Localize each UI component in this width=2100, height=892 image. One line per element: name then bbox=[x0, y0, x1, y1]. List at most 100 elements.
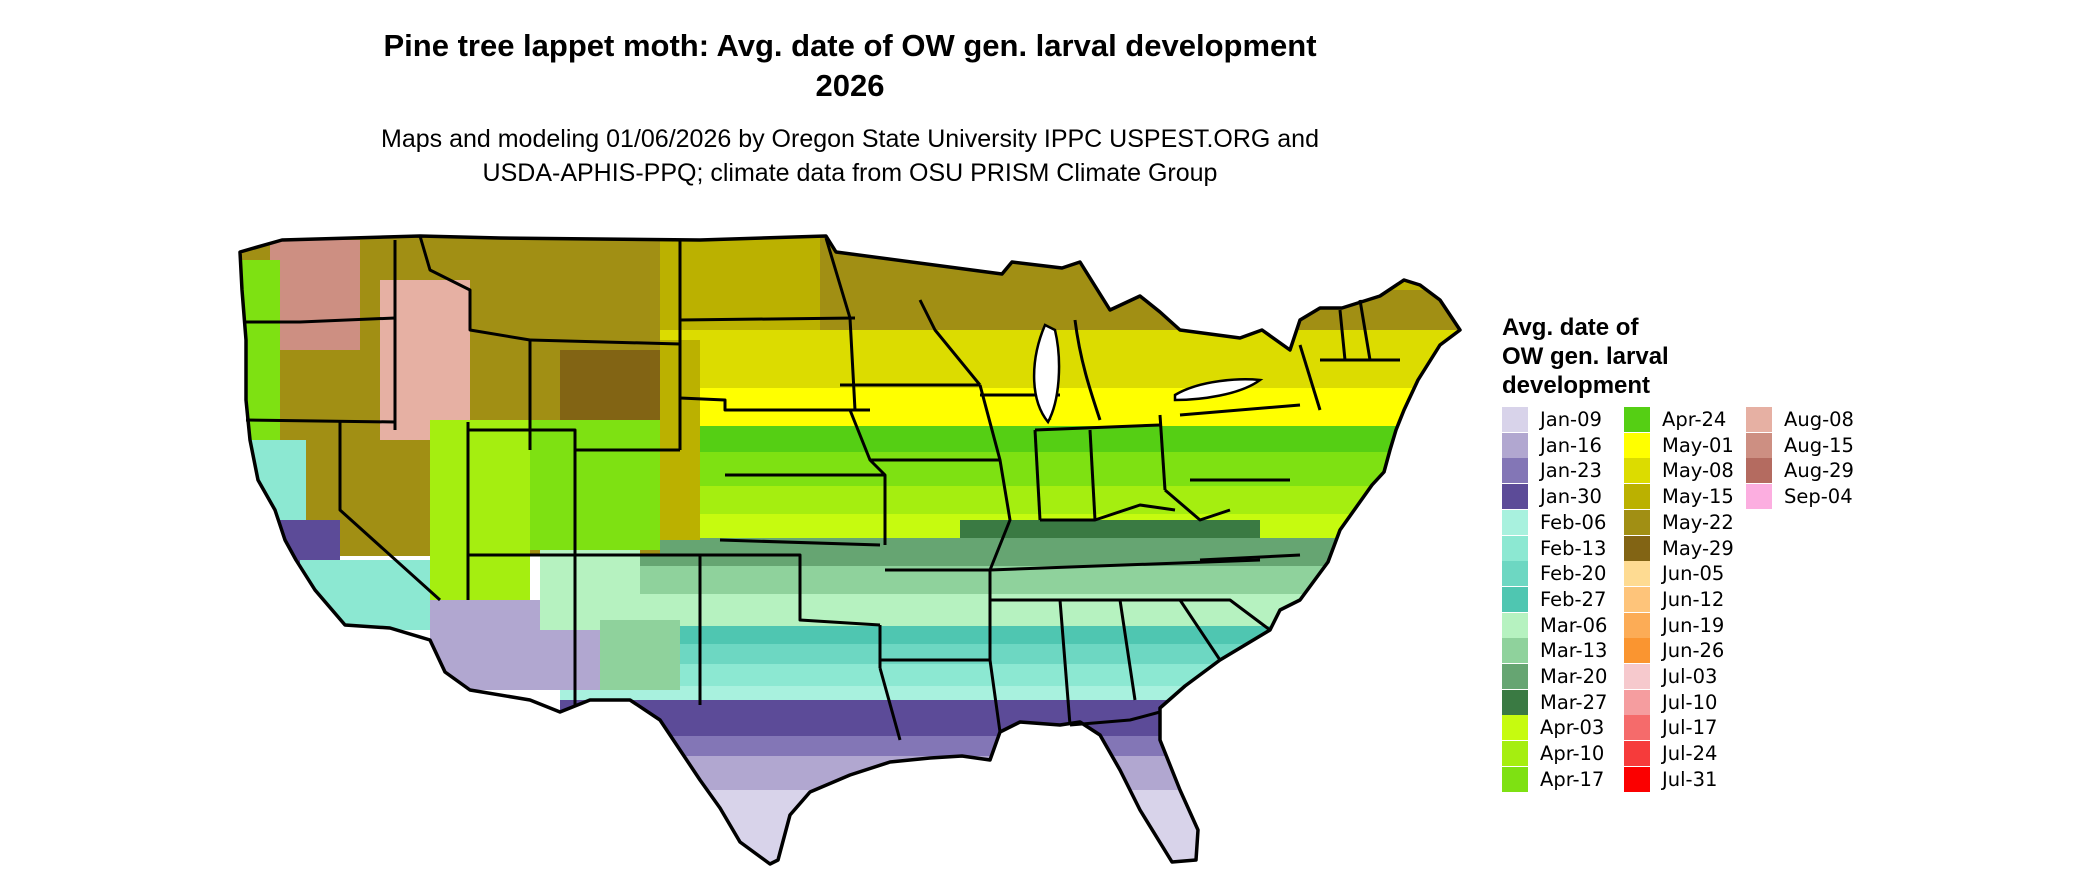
legend-label: Jan-09 bbox=[1540, 408, 1602, 431]
legend-swatch bbox=[1624, 689, 1650, 715]
legend-item: Jun-19 bbox=[1624, 612, 1725, 638]
legend-label: Apr-10 bbox=[1540, 742, 1605, 766]
legend-item: Jun-05 bbox=[1624, 561, 1725, 587]
legend-swatch bbox=[1624, 484, 1650, 510]
legend-item: Jan-16 bbox=[1502, 432, 1602, 458]
map-subtitle: Maps and modeling 01/06/2026 by Oregon S… bbox=[260, 122, 1440, 190]
legend-label: Mar-06 bbox=[1540, 613, 1608, 637]
legend-swatch bbox=[1502, 715, 1528, 741]
legend-item: Jun-12 bbox=[1624, 586, 1724, 612]
legend-label: Apr-17 bbox=[1540, 767, 1605, 791]
legend-swatch bbox=[1746, 432, 1772, 458]
legend-item: Aug-08 bbox=[1746, 407, 1854, 432]
legend-item: Jan-09 bbox=[1502, 407, 1602, 432]
legend-swatch bbox=[1502, 664, 1528, 689]
legend-label: May-08 bbox=[1662, 459, 1734, 483]
legend-swatch bbox=[1624, 741, 1650, 767]
legend-swatch bbox=[1502, 638, 1528, 664]
map-title-block: Pine tree lappet moth: Avg. date of OW g… bbox=[260, 26, 1440, 190]
legend-item: Mar-13 bbox=[1502, 638, 1608, 664]
legend-item: Sep-04 bbox=[1746, 484, 1853, 510]
legend-item: May-01 bbox=[1624, 432, 1734, 458]
legend-label: Mar-27 bbox=[1540, 690, 1608, 714]
legend-swatch bbox=[1624, 638, 1650, 664]
legend-swatch bbox=[1746, 458, 1772, 484]
legend-label: Jul-17 bbox=[1662, 716, 1718, 740]
legend-item: Aug-29 bbox=[1746, 458, 1854, 484]
legend-item: Feb-06 bbox=[1502, 509, 1607, 535]
map-legend: Avg. date of OW gen. larval development … bbox=[1502, 313, 1854, 792]
legend-title-line: OW gen. larval bbox=[1502, 343, 1669, 370]
legend-swatch bbox=[1502, 689, 1528, 715]
legend-label: Feb-13 bbox=[1540, 536, 1607, 560]
legend-item: Mar-20 bbox=[1502, 664, 1607, 689]
legend-item: Jul-10 bbox=[1624, 689, 1718, 715]
legend-swatch bbox=[1624, 458, 1650, 484]
legend-swatch bbox=[1624, 561, 1650, 587]
legend-title: Avg. date of OW gen. larval development bbox=[1502, 313, 1669, 400]
legend-swatch bbox=[1624, 612, 1650, 638]
legend-label: May-01 bbox=[1662, 433, 1734, 457]
legend-swatch bbox=[1502, 407, 1528, 432]
legend-label: Aug-15 bbox=[1784, 433, 1854, 457]
legend-item: Jul-31 bbox=[1624, 766, 1717, 792]
legend-label: Feb-06 bbox=[1540, 510, 1607, 534]
legend-label: Feb-20 bbox=[1540, 562, 1607, 586]
legend-swatch bbox=[1502, 766, 1528, 792]
legend-swatch bbox=[1624, 407, 1650, 432]
legend-swatch bbox=[1502, 484, 1528, 510]
legend-item: Feb-20 bbox=[1502, 561, 1607, 587]
legend-label: Jan-23 bbox=[1540, 459, 1602, 483]
legend-item: Jul-17 bbox=[1624, 715, 1718, 741]
legend-item: May-22 bbox=[1624, 509, 1734, 535]
legend-item: Apr-10 bbox=[1502, 741, 1605, 767]
legend-label: Jul-03 bbox=[1662, 665, 1718, 688]
legend-item: Feb-27 bbox=[1502, 586, 1607, 612]
subtitle-line-2: USDA-APHIS-PPQ; climate data from OSU PR… bbox=[482, 159, 1218, 187]
legend-item: Mar-06 bbox=[1502, 612, 1608, 638]
legend-item: May-15 bbox=[1624, 484, 1734, 510]
legend-label: Jul-10 bbox=[1662, 690, 1718, 714]
legend-label: May-29 bbox=[1662, 536, 1734, 560]
legend-label: Jan-16 bbox=[1540, 433, 1602, 457]
legend-title-line: development bbox=[1502, 372, 1651, 399]
legend-swatch bbox=[1624, 586, 1650, 612]
legend-label: Aug-08 bbox=[1784, 408, 1854, 431]
legend-title-line: Avg. date of bbox=[1502, 314, 1639, 341]
legend-swatch bbox=[1746, 484, 1772, 510]
legend-label: Apr-24 bbox=[1662, 408, 1727, 431]
map-title: Pine tree lappet moth: Avg. date of OW g… bbox=[383, 28, 1317, 63]
legend-label: Mar-20 bbox=[1540, 665, 1608, 688]
legend-swatch bbox=[1502, 561, 1528, 587]
legend-label: Mar-13 bbox=[1540, 639, 1608, 663]
legend-item: May-29 bbox=[1624, 535, 1734, 561]
legend-swatch bbox=[1502, 741, 1528, 767]
legend-label: Jan-30 bbox=[1540, 485, 1602, 509]
us-outline bbox=[238, 234, 1462, 866]
legend-swatch bbox=[1502, 458, 1528, 484]
legend-label: Jun-05 bbox=[1662, 562, 1725, 586]
legend-item: Jul-24 bbox=[1624, 741, 1717, 767]
legend-swatch bbox=[1624, 509, 1650, 535]
great-lakes bbox=[1032, 323, 1264, 425]
map-title-year: 2026 bbox=[815, 68, 885, 103]
legend-swatch bbox=[1624, 664, 1650, 689]
legend-swatch bbox=[1502, 586, 1528, 612]
legend-label: May-22 bbox=[1662, 510, 1734, 534]
legend-swatch bbox=[1502, 432, 1528, 458]
legend-label: Feb-27 bbox=[1540, 587, 1607, 611]
legend-label: May-15 bbox=[1662, 485, 1734, 509]
legend-item: Jun-26 bbox=[1624, 638, 1724, 664]
state-boundaries bbox=[245, 235, 1400, 741]
legend-item: Apr-03 bbox=[1502, 715, 1604, 741]
legend-item: Apr-24 bbox=[1624, 407, 1726, 432]
legend-swatch bbox=[1624, 432, 1650, 458]
legend-label: Jun-19 bbox=[1662, 613, 1725, 637]
legend-item: Mar-27 bbox=[1502, 689, 1608, 715]
legend-swatch bbox=[1624, 766, 1650, 792]
legend-item: Jan-23 bbox=[1502, 458, 1602, 484]
legend-item: May-08 bbox=[1624, 458, 1734, 484]
legend-item: Jul-03 bbox=[1624, 664, 1717, 689]
legend-label: Sep-04 bbox=[1784, 485, 1853, 509]
